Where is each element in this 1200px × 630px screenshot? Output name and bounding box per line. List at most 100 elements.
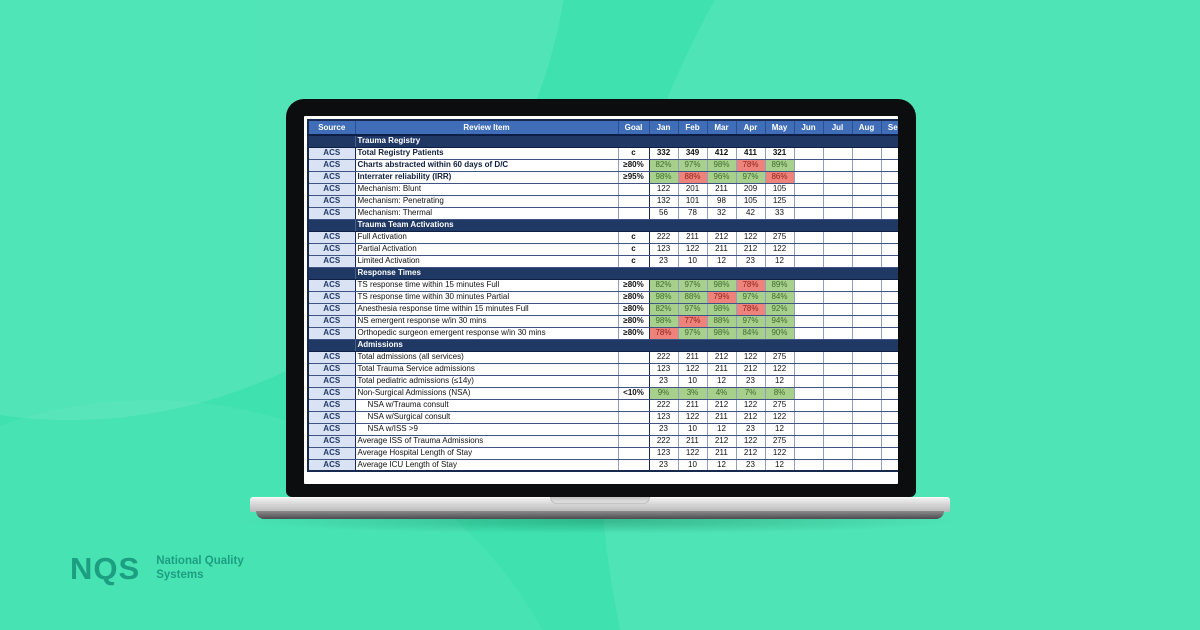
value-cell: [881, 147, 898, 160]
source-cell: ACS: [307, 399, 356, 412]
value-cell: 212: [707, 351, 737, 364]
goal-cell: [617, 183, 650, 196]
value-cell: [881, 447, 898, 460]
value-cell: 12: [765, 459, 795, 472]
value-cell: 23: [649, 375, 679, 388]
value-cell: 101: [678, 195, 708, 208]
value-cell: [881, 159, 898, 172]
nqs-logo: NQS National Quality Systems: [70, 551, 244, 587]
value-cell: [823, 315, 853, 328]
section-source-cell: [308, 134, 356, 148]
value-cell: 97%: [736, 291, 766, 304]
logo-tagline-line1: National Quality: [156, 555, 244, 568]
value-cell: [794, 171, 824, 184]
value-cell: [794, 159, 824, 172]
value-cell: 98%: [707, 159, 737, 172]
value-cell: 275: [765, 435, 795, 448]
source-cell: ACS: [307, 459, 356, 472]
value-cell: [823, 147, 853, 160]
value-cell: [852, 411, 882, 424]
section-row: Admissions: [308, 338, 898, 352]
value-cell: 97%: [678, 303, 708, 316]
value-cell: [794, 327, 824, 340]
value-cell: [794, 351, 824, 364]
value-cell: [881, 279, 898, 292]
goal-cell: ≥80%: [617, 303, 650, 316]
data-row: ACS Anesthesia response time within 15 mi…: [307, 303, 898, 316]
review-item-cell: Non-Surgical Admissions (NSA): [355, 387, 619, 400]
data-row: ACS Mechanism: Blunt 122 201 211 209 105: [307, 183, 898, 196]
value-cell: [794, 399, 824, 412]
data-row: ACS Mechanism: Penetrating 132 101 98 105 125: [307, 195, 898, 208]
value-cell: 98: [707, 195, 737, 208]
review-item-cell: Mechanism: Blunt: [355, 183, 619, 196]
value-cell: [823, 327, 853, 340]
column-header-goal: Goal: [618, 120, 650, 136]
value-cell: [794, 315, 824, 328]
goal-cell: [617, 399, 650, 412]
value-cell: [794, 147, 824, 160]
value-cell: 98%: [649, 171, 679, 184]
section-title: Trauma Registry: [355, 134, 898, 148]
value-cell: [852, 231, 882, 244]
data-row: ACS Orthopedic surgeon emergent response …: [307, 327, 898, 340]
value-cell: [881, 327, 898, 340]
value-cell: 82%: [649, 279, 679, 292]
value-cell: 275: [765, 231, 795, 244]
value-cell: 98%: [649, 291, 679, 304]
goal-cell: [617, 207, 650, 220]
value-cell: 211: [678, 231, 708, 244]
logo-abbreviation: NQS: [70, 551, 141, 586]
review-item-cell: Interrater reliability (IRR): [355, 171, 619, 184]
data-row: ACS Average ISS of Trauma Admissions 222 21…: [307, 435, 898, 448]
value-cell: [823, 195, 853, 208]
source-cell: ACS: [307, 351, 356, 364]
data-row: ACS Limited Activation c 23 10 12 23 12: [307, 255, 898, 268]
value-cell: 10: [678, 459, 708, 472]
review-item-cell: Full Activation: [355, 231, 619, 244]
value-cell: 23: [736, 459, 766, 472]
value-cell: [823, 159, 853, 172]
value-cell: 97%: [678, 279, 708, 292]
data-row: ACS Average Hospital Length of Stay 123 122…: [307, 447, 898, 460]
section-row: Response Times: [308, 266, 898, 280]
goal-cell: [617, 363, 650, 376]
goal-cell: [617, 351, 650, 364]
source-cell: ACS: [307, 243, 356, 256]
source-cell: ACS: [307, 327, 356, 340]
value-cell: 12: [707, 375, 737, 388]
value-cell: [852, 375, 882, 388]
source-cell: ACS: [307, 447, 356, 460]
source-cell: ACS: [307, 159, 356, 172]
value-cell: 23: [649, 423, 679, 436]
value-cell: [823, 411, 853, 424]
review-item-cell: NSA w/Surgical consult: [355, 411, 619, 424]
review-item-cell: TS response time within 30 minutes Parti…: [355, 291, 619, 304]
section-source-cell: [308, 218, 356, 232]
value-cell: 122: [736, 231, 766, 244]
value-cell: [794, 291, 824, 304]
source-cell: ACS: [307, 375, 356, 388]
value-cell: 12: [707, 255, 737, 268]
goal-cell: [617, 435, 650, 448]
value-cell: [823, 291, 853, 304]
value-cell: 88%: [678, 171, 708, 184]
value-cell: [794, 183, 824, 196]
source-cell: ACS: [307, 279, 356, 292]
value-cell: 122: [678, 363, 708, 376]
source-cell: ACS: [307, 195, 356, 208]
value-cell: [852, 147, 882, 160]
value-cell: [823, 459, 853, 472]
source-cell: ACS: [307, 363, 356, 376]
value-cell: [823, 255, 853, 268]
value-cell: 12: [707, 423, 737, 436]
data-row: ACS Interrater reliability (IRR) ≥95% 98% 88…: [307, 171, 898, 184]
review-item-cell: Mechanism: Thermal: [355, 207, 619, 220]
value-cell: 23: [736, 255, 766, 268]
goal-cell: c: [617, 243, 650, 256]
value-cell: [823, 387, 853, 400]
value-cell: 82%: [649, 159, 679, 172]
value-cell: 23: [649, 255, 679, 268]
value-cell: 8%: [765, 387, 795, 400]
value-cell: [881, 315, 898, 328]
